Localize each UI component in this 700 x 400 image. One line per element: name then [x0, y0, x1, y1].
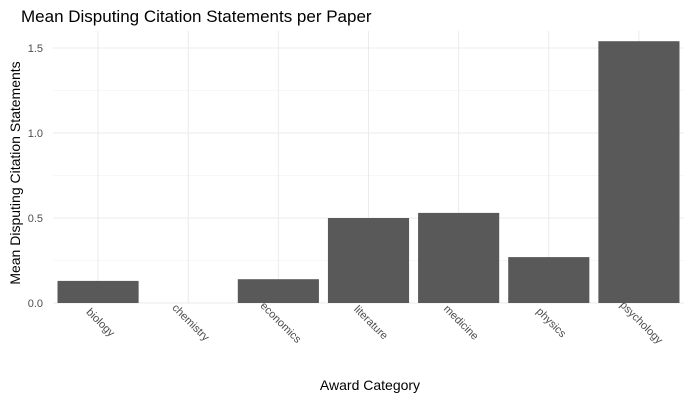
- bar-medicine: [418, 212, 500, 303]
- x-tick-labels: biology chemistry economics literature medic…: [84, 299, 665, 347]
- bar-physics: [508, 257, 590, 303]
- x-tick-label: psychology: [617, 299, 665, 347]
- bar-biology: [57, 280, 139, 303]
- x-tick-label: chemistry: [169, 302, 211, 344]
- bar-literature: [327, 218, 410, 303]
- x-tick-label: biology: [84, 306, 117, 339]
- y-tick-label: 0.5: [28, 213, 43, 225]
- y-tick-label: 1.5: [28, 43, 43, 55]
- x-axis-title: Award Category: [320, 377, 420, 393]
- bar-economics: [237, 279, 319, 303]
- y-tick-labels: 0.0 0.5 1.0 1.5: [28, 43, 43, 310]
- x-tick-label: physics: [534, 306, 569, 341]
- chart-title: Mean Disputing Citation Statements per P…: [21, 7, 372, 26]
- x-tick-label: medicine: [441, 303, 481, 343]
- x-tick-label: economics: [258, 300, 304, 346]
- y-tick-label: 1.0: [28, 128, 43, 140]
- y-tick-label: 0.0: [28, 298, 43, 310]
- bars: [57, 41, 680, 303]
- x-tick-label: literature: [351, 304, 390, 343]
- bar-psychology: [598, 41, 680, 303]
- y-axis-title: Mean Disputing Citation Statements: [7, 61, 23, 284]
